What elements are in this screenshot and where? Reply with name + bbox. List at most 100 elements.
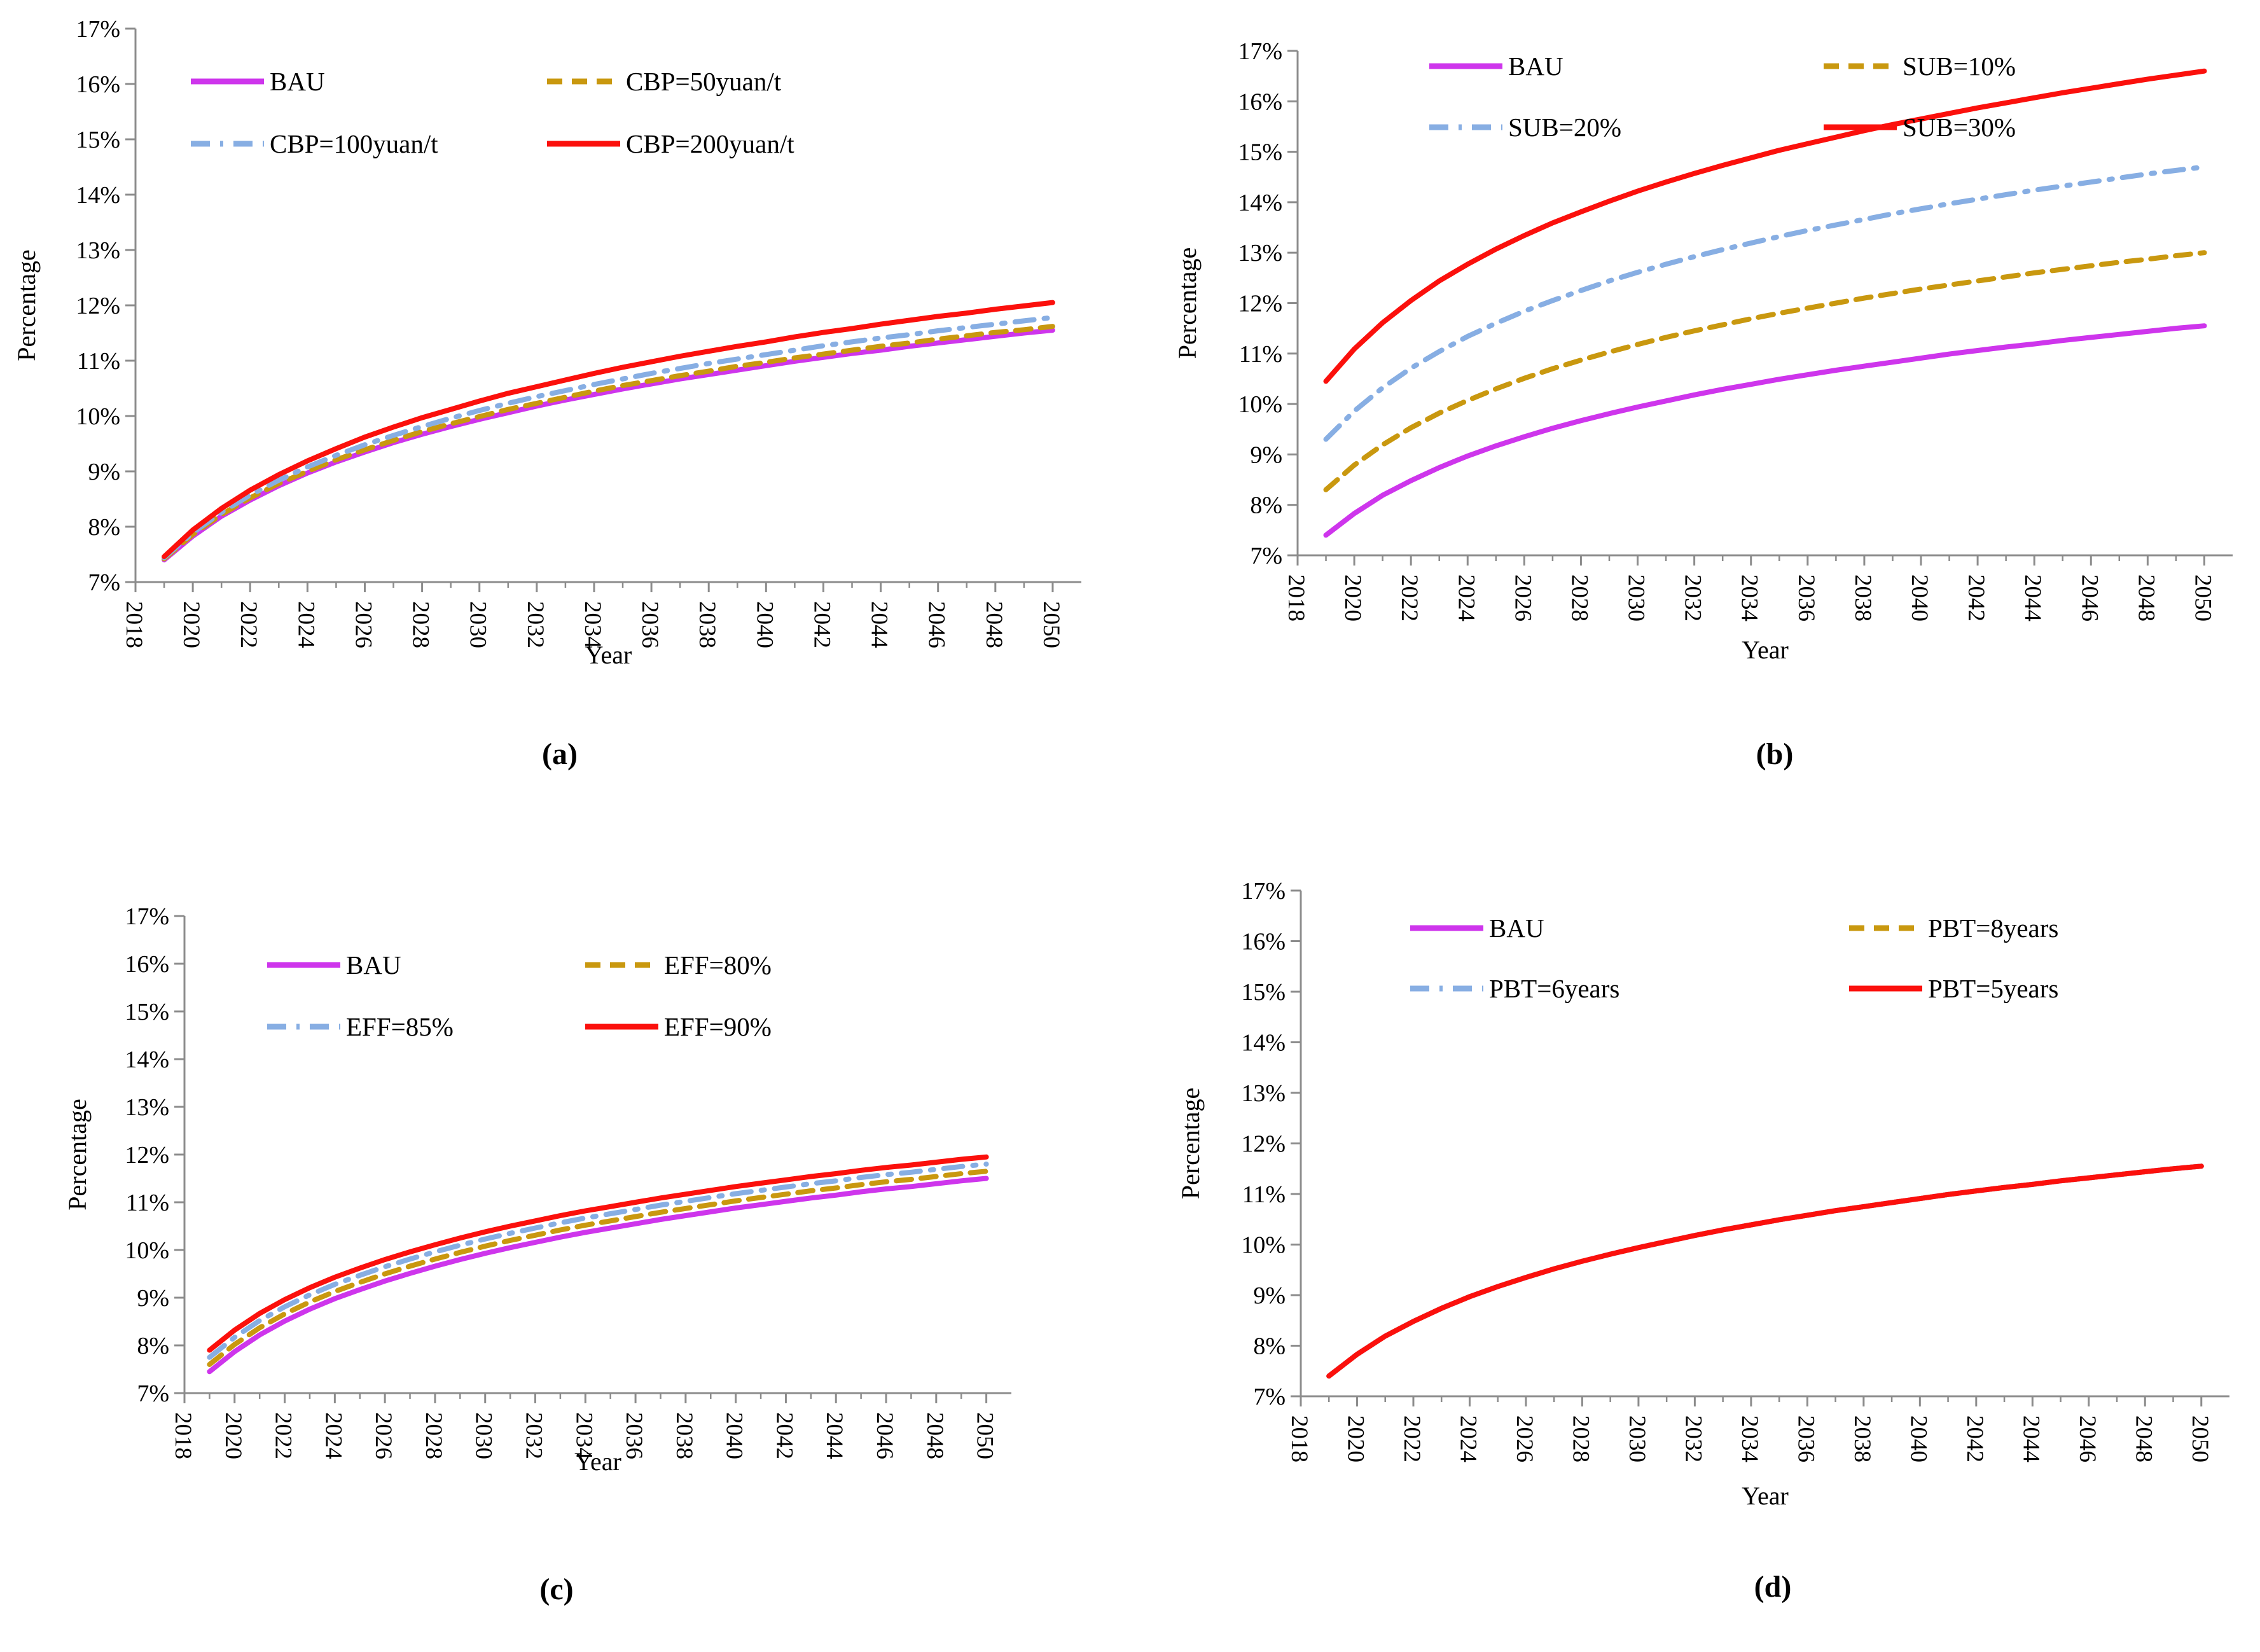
svg-text:2034: 2034 — [1737, 574, 1763, 621]
svg-text:2020: 2020 — [1340, 574, 1366, 621]
svg-text:SUB=10%: SUB=10% — [1903, 52, 2016, 81]
svg-text:11%: 11% — [126, 1190, 169, 1216]
svg-text:2038: 2038 — [694, 601, 720, 648]
svg-text:2042: 2042 — [1963, 574, 1989, 621]
svg-text:CBP=200yuan/t: CBP=200yuan/t — [626, 129, 794, 158]
svg-text:7%: 7% — [1253, 1384, 1286, 1410]
svg-text:2040: 2040 — [721, 1412, 747, 1459]
svg-text:12%: 12% — [1238, 291, 1282, 317]
svg-text:2036: 2036 — [1792, 1415, 1819, 1462]
svg-text:2038: 2038 — [671, 1412, 697, 1459]
svg-text:2042: 2042 — [771, 1412, 797, 1459]
svg-text:2048: 2048 — [2130, 1415, 2156, 1462]
svg-text:2038: 2038 — [1849, 1415, 1875, 1462]
svg-text:14%: 14% — [1241, 1030, 1286, 1057]
svg-text:2032: 2032 — [522, 601, 548, 648]
svg-text:14%: 14% — [125, 1046, 169, 1073]
svg-text:11%: 11% — [77, 348, 120, 375]
svg-text:2022: 2022 — [235, 601, 261, 648]
svg-text:BAU: BAU — [346, 950, 401, 980]
svg-text:2022: 2022 — [270, 1412, 296, 1459]
svg-text:2046: 2046 — [924, 601, 950, 648]
svg-text:15%: 15% — [1241, 979, 1286, 1006]
svg-text:10%: 10% — [76, 403, 120, 430]
svg-text:2030: 2030 — [471, 1412, 497, 1459]
svg-text:2028: 2028 — [408, 601, 434, 648]
svg-text:EFF=85%: EFF=85% — [346, 1012, 454, 1041]
svg-text:SUB=20%: SUB=20% — [1508, 113, 1621, 142]
svg-text:SUB=30%: SUB=30% — [1903, 113, 2016, 142]
svg-text:2042: 2042 — [1962, 1415, 1988, 1462]
svg-text:7%: 7% — [137, 1380, 169, 1407]
svg-text:Percentage: Percentage — [1176, 1088, 1205, 1199]
svg-text:2026: 2026 — [1511, 1415, 1537, 1462]
svg-text:2040: 2040 — [751, 601, 777, 648]
svg-text:2030: 2030 — [1623, 574, 1649, 621]
svg-text:11%: 11% — [1242, 1181, 1286, 1208]
svg-text:2018: 2018 — [1286, 1415, 1312, 1462]
svg-text:2020: 2020 — [220, 1412, 246, 1459]
svg-text:2024: 2024 — [1455, 1415, 1481, 1462]
svg-text:2032: 2032 — [1680, 1415, 1706, 1462]
svg-text:10%: 10% — [1238, 391, 1282, 418]
svg-text:2036: 2036 — [1793, 574, 1819, 621]
svg-text:10%: 10% — [1241, 1232, 1286, 1259]
svg-text:8%: 8% — [137, 1333, 169, 1359]
chart-a-canvas: 7% 8% 9% 10% 11% 12% 13% 14% 15% 16% 17% 2018 2020 20… — [12, 16, 1081, 669]
svg-text:2042: 2042 — [808, 601, 835, 648]
svg-text:12%: 12% — [76, 293, 120, 319]
svg-text:PBT=6years: PBT=6years — [1489, 974, 1619, 1003]
panel-a-caption: (a) — [542, 737, 578, 771]
svg-text:8%: 8% — [1253, 1333, 1286, 1360]
svg-text:Percentage: Percentage — [12, 249, 41, 361]
svg-text:2018: 2018 — [121, 601, 147, 648]
svg-text:7%: 7% — [88, 569, 120, 596]
svg-text:17%: 17% — [1241, 878, 1286, 905]
svg-text:2050: 2050 — [1038, 601, 1064, 648]
svg-text:2046: 2046 — [2076, 574, 2102, 621]
svg-text:2050: 2050 — [2187, 1415, 2213, 1462]
svg-text:2026: 2026 — [370, 1412, 396, 1459]
svg-text:BAU: BAU — [1508, 52, 1563, 81]
svg-text:2050: 2050 — [972, 1412, 998, 1459]
svg-text:2034: 2034 — [1737, 1415, 1763, 1462]
svg-text:17%: 17% — [76, 16, 120, 43]
svg-text:2022: 2022 — [1399, 1415, 1425, 1462]
svg-text:17%: 17% — [1238, 38, 1282, 65]
svg-text:2028: 2028 — [1566, 574, 1592, 621]
svg-text:PBT=5years: PBT=5years — [1928, 974, 2058, 1003]
svg-text:2020: 2020 — [178, 601, 204, 648]
svg-text:2030: 2030 — [1624, 1415, 1650, 1462]
svg-text:2028: 2028 — [1567, 1415, 1593, 1462]
svg-text:2020: 2020 — [1342, 1415, 1368, 1462]
svg-text:CBP=100yuan/t: CBP=100yuan/t — [270, 129, 438, 158]
svg-text:Year: Year — [574, 1447, 621, 1476]
svg-text:2024: 2024 — [320, 1412, 346, 1459]
svg-text:12%: 12% — [125, 1142, 169, 1169]
svg-text:EFF=90%: EFF=90% — [664, 1012, 772, 1041]
svg-text:PBT=8years: PBT=8years — [1928, 913, 2058, 943]
svg-text:13%: 13% — [76, 237, 120, 264]
svg-text:2034: 2034 — [579, 601, 606, 648]
chart-b-canvas: 7% 8% 9% 10% 11% 12% 13% 14% 15% 16% 17% 2018 2020 20… — [1173, 38, 2233, 664]
panel-d-caption: (d) — [1754, 1570, 1792, 1604]
svg-text:2048: 2048 — [981, 601, 1007, 648]
svg-text:Year: Year — [585, 641, 632, 669]
svg-text:15%: 15% — [125, 999, 169, 1025]
svg-text:14%: 14% — [1238, 190, 1282, 216]
svg-text:2026: 2026 — [350, 601, 376, 648]
panel-a: 7% 8% 9% 10% 11% 12% 13% 14% 15% 16% 17% 2018 2020 20… — [0, 0, 1130, 826]
svg-text:15%: 15% — [76, 127, 120, 153]
chart-d-canvas: 7% 8% 9% 10% 11% 12% 13% 14% 15% 16% 17% 2018 2020 20… — [1176, 878, 2229, 1510]
svg-text:2046: 2046 — [871, 1412, 898, 1459]
svg-text:9%: 9% — [137, 1285, 169, 1312]
svg-text:17%: 17% — [125, 903, 169, 930]
svg-text:2050: 2050 — [2189, 574, 2215, 621]
svg-text:2044: 2044 — [2020, 574, 2046, 621]
svg-text:2040: 2040 — [1906, 574, 1932, 621]
svg-text:7%: 7% — [1250, 543, 1282, 569]
svg-text:12%: 12% — [1241, 1131, 1286, 1158]
svg-text:10%: 10% — [125, 1237, 169, 1264]
svg-text:14%: 14% — [76, 182, 120, 209]
